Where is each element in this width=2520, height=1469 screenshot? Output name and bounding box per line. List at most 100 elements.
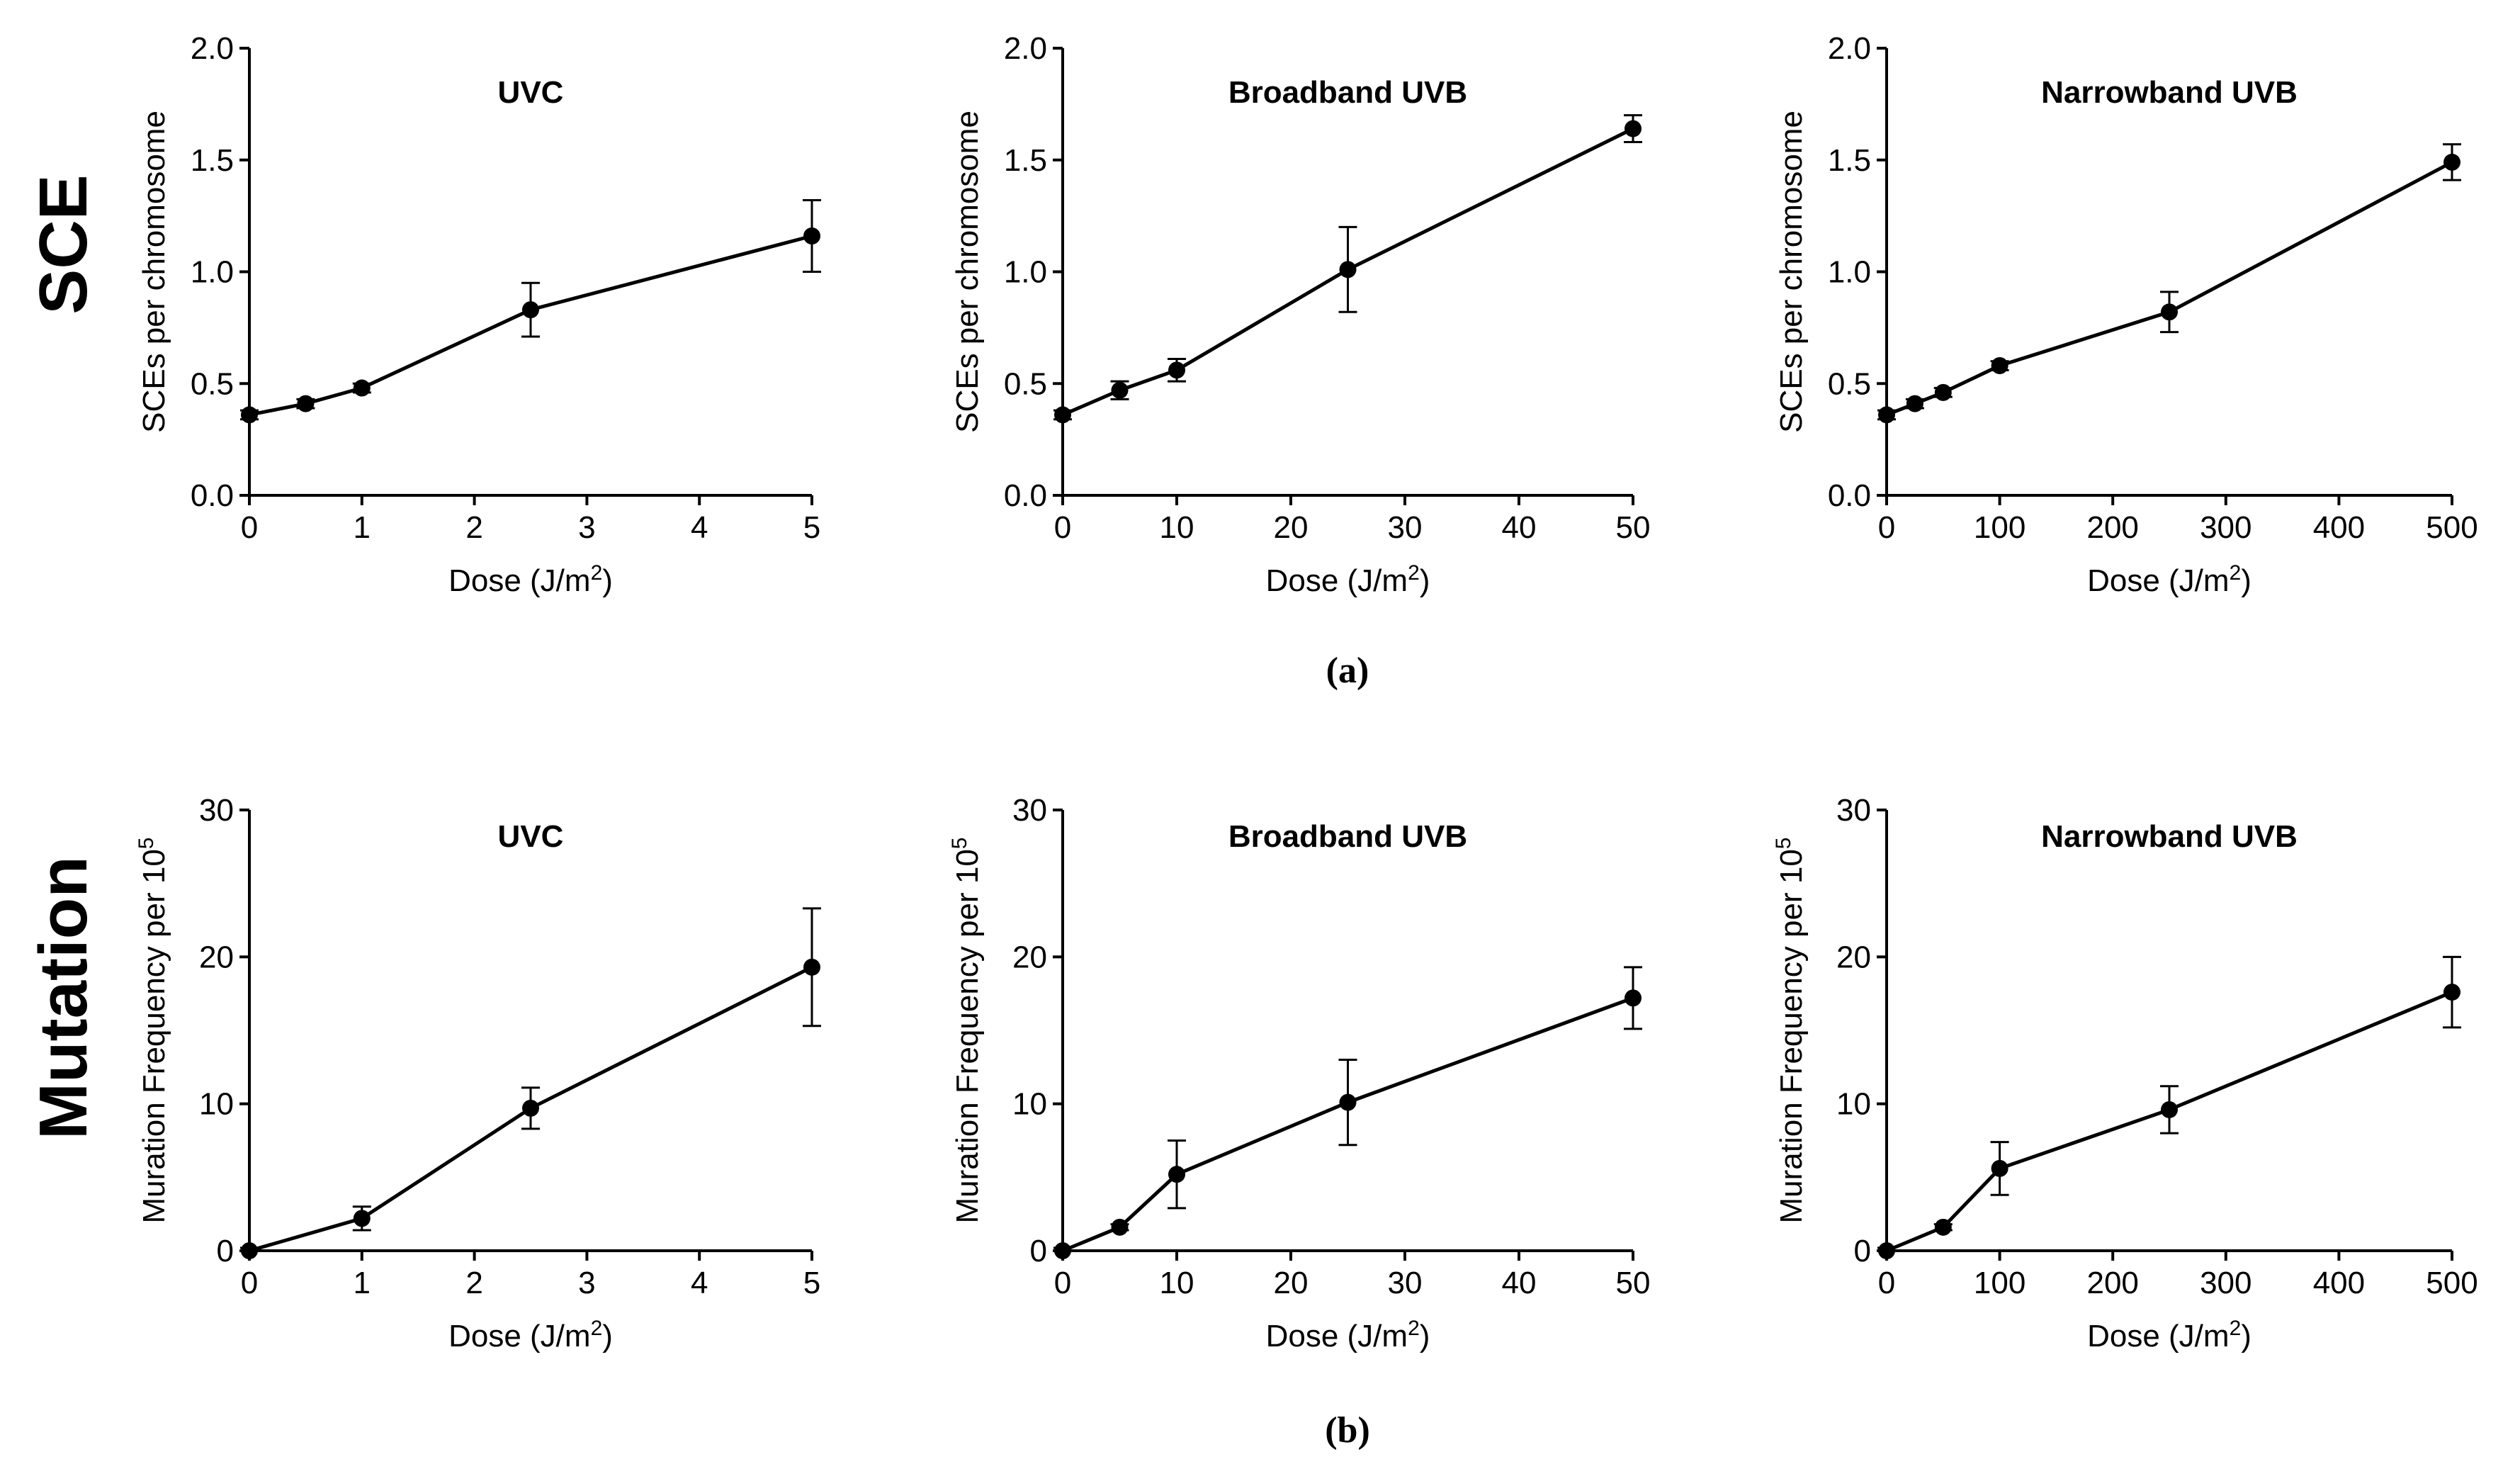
data-point — [522, 1099, 539, 1117]
x-tick-label: 0 — [1878, 1266, 1895, 1300]
x-tick-label: 300 — [2200, 1266, 2251, 1300]
x-axis-label: Dose (J/m2) — [2087, 561, 2251, 598]
row-label-mutation: Mutation — [26, 856, 101, 1139]
x-tick-label: 2 — [465, 510, 482, 545]
y-tick-label: 1.5 — [191, 143, 234, 178]
x-tick-label: 0 — [1878, 510, 1895, 545]
data-point — [241, 1242, 258, 1259]
chart-4: 0 10 20 30 0 1 2 3 4 5 UVC Dose (J/m2) Muration Freq… — [135, 793, 821, 1353]
y-tick-label: 10 — [1012, 1087, 1047, 1122]
y-tick-label: 20 — [1012, 940, 1047, 974]
x-tick-label: 30 — [1388, 1266, 1423, 1300]
chart-title: Narrowband UVB — [2041, 819, 2298, 854]
chart-grid: 0.0 0.5 1.0 1.5 2.0 0 1 2 3 4 5 UVC Dose (J/m2) SCEs … — [135, 31, 2478, 1353]
chart-title: Narrowband UVB — [2041, 75, 2298, 110]
x-tick-label: 5 — [803, 1266, 820, 1300]
y-tick-label: 0.5 — [1828, 366, 1871, 401]
y-tick-label: 10 — [199, 1087, 234, 1122]
data-point — [1934, 1218, 1952, 1236]
y-tick-label: 0.5 — [191, 366, 234, 401]
y-tick-label: 30 — [1012, 793, 1047, 828]
data-point — [803, 958, 820, 976]
data-point — [241, 406, 258, 424]
x-tick-label: 20 — [1274, 510, 1309, 545]
x-tick-label: 300 — [2200, 510, 2251, 545]
x-axis-label: Dose (J/m2) — [1266, 561, 1430, 598]
data-point — [1991, 357, 2008, 375]
x-tick-label: 20 — [1274, 1266, 1309, 1300]
x-tick-label: 50 — [1616, 510, 1651, 545]
y-axis-label: Muration Frequency per 105 — [135, 838, 171, 1224]
data-point — [297, 395, 315, 412]
y-tick-label: 0.5 — [1004, 366, 1047, 401]
data-point — [353, 379, 371, 397]
x-tick-label: 0 — [241, 510, 258, 545]
chart-1: 0.0 0.5 1.0 1.5 2.0 0 1 2 3 4 5 UVC Dose (J/m2) SCEs … — [137, 31, 821, 598]
y-tick-label: 0.0 — [191, 478, 234, 513]
series-line — [1886, 160, 2453, 417]
data-point — [1339, 261, 1357, 278]
x-axis-label: Dose (J/m2) — [448, 1317, 613, 1353]
y-tick-label: 20 — [199, 940, 234, 974]
x-tick-label: 0 — [1054, 1266, 1071, 1300]
data-point — [1168, 361, 1185, 379]
y-tick-label: 0 — [1030, 1234, 1047, 1268]
x-tick-label: 4 — [691, 510, 708, 545]
x-tick-label: 50 — [1616, 1266, 1651, 1300]
chart-5: 0 10 20 30 0 10 20 30 40 50 Broadband UVB Dose (J/m… — [948, 793, 1650, 1353]
chart-title: Broadband UVB — [1228, 819, 1467, 854]
x-tick-label: 500 — [2426, 1266, 2477, 1300]
panel-label-b: (b) — [1325, 1410, 1370, 1451]
data-point — [522, 301, 539, 319]
data-point — [2161, 1101, 2178, 1118]
y-tick-label: 2.0 — [1004, 31, 1047, 66]
x-tick-label: 2 — [465, 1266, 482, 1300]
x-tick-label: 500 — [2426, 510, 2477, 545]
y-tick-label: 1.0 — [1004, 255, 1047, 290]
row-label-sce: SCE — [26, 174, 101, 314]
x-tick-label: 3 — [578, 1266, 595, 1300]
y-tick-label: 1.5 — [1828, 143, 1871, 178]
x-tick-label: 40 — [1502, 510, 1537, 545]
x-tick-label: 40 — [1502, 1266, 1537, 1300]
data-point — [1991, 1159, 2008, 1177]
x-tick-label: 400 — [2313, 510, 2365, 545]
data-point — [1625, 120, 1642, 137]
y-tick-label: 0 — [217, 1234, 234, 1268]
y-tick-label: 20 — [1836, 940, 1871, 974]
y-axis-label: Muration Frequency per 105 — [1772, 838, 1809, 1224]
panel-label-a: (a) — [1326, 651, 1369, 691]
data-point — [1906, 395, 1923, 412]
y-tick-label: 30 — [1836, 793, 1871, 828]
x-tick-label: 1 — [354, 510, 371, 545]
y-tick-label: 0.0 — [1828, 478, 1871, 513]
chart-2: 0.0 0.5 1.0 1.5 2.0 0 10 20 30 40 50 Broadband UVB D… — [950, 31, 1650, 598]
series-line — [249, 965, 813, 1253]
x-axis-label: Dose (J/m2) — [448, 561, 613, 598]
data-point — [1339, 1093, 1357, 1111]
chart-title: UVC — [498, 75, 564, 110]
data-point — [1111, 1218, 1129, 1236]
x-axis-label: Dose (J/m2) — [1266, 1317, 1430, 1353]
x-tick-label: 0 — [1054, 510, 1071, 545]
x-tick-label: 3 — [578, 510, 595, 545]
x-tick-label: 0 — [241, 1266, 258, 1300]
x-tick-label: 200 — [2086, 1266, 2138, 1300]
x-tick-label: 200 — [2086, 510, 2138, 545]
y-axis-label: SCEs per chromosome — [1774, 111, 1809, 433]
chart-3: 0.0 0.5 1.0 1.5 2.0 0 100 200 300 400 500 Narrowban… — [1774, 31, 2478, 598]
chart-title: UVC — [498, 819, 564, 854]
x-tick-label: 100 — [1974, 1266, 2025, 1300]
data-point — [1878, 406, 1895, 424]
x-tick-label: 10 — [1160, 510, 1194, 545]
y-tick-label: 10 — [1836, 1087, 1871, 1122]
y-tick-label: 2.0 — [191, 31, 234, 66]
y-tick-label: 0 — [1854, 1234, 1871, 1268]
x-tick-label: 10 — [1160, 1266, 1194, 1300]
y-axis-label: SCEs per chromosome — [137, 111, 171, 433]
y-tick-label: 1.0 — [1828, 255, 1871, 290]
data-point — [353, 1210, 371, 1227]
x-tick-label: 5 — [803, 510, 820, 545]
